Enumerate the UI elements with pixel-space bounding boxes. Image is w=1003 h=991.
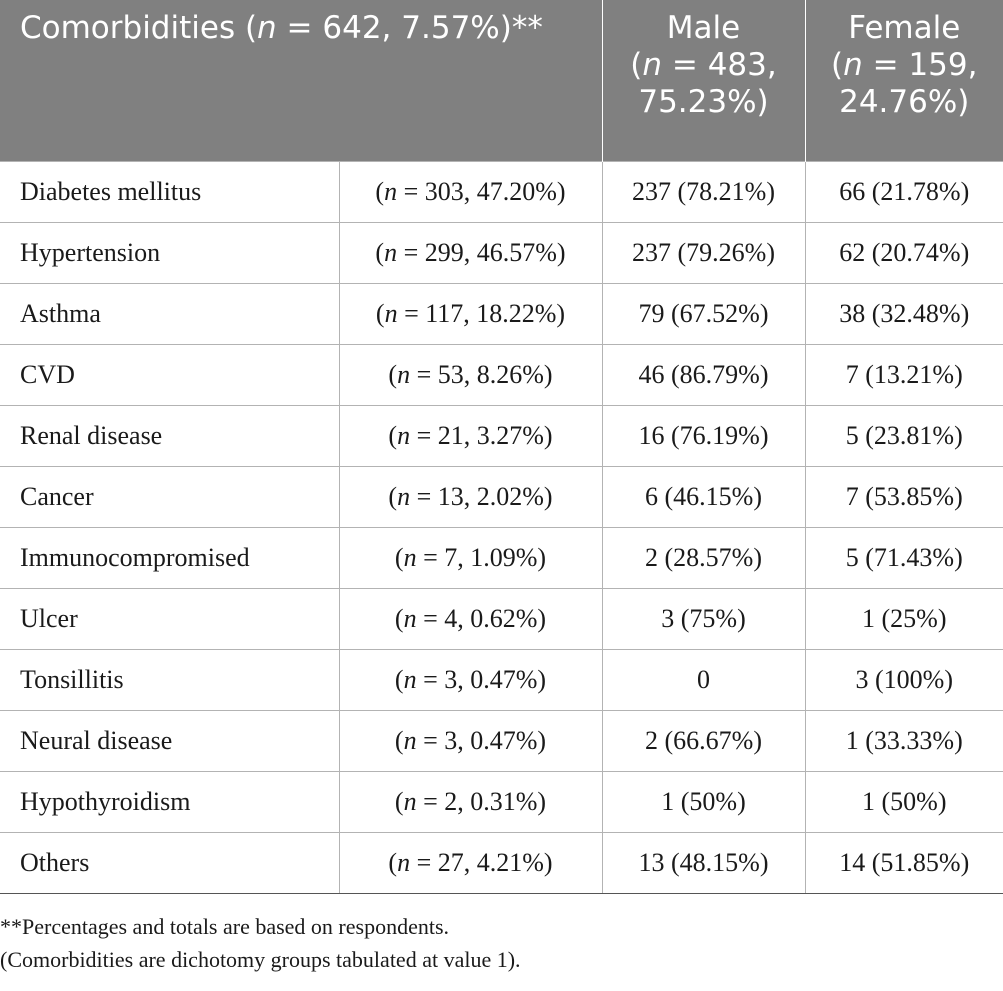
female-value: 7 (13.21%) [804,343,1003,406]
condition-name: Neural disease [0,709,340,772]
male-value: 6 (46.15%) [601,465,806,528]
condition-count: (n = 13, 2.02%) [338,465,603,528]
condition-count: (n = 53, 8.26%) [338,343,603,406]
male-value: 0 [601,648,806,711]
condition-name: CVD [0,343,340,406]
table-row: Asthma (n = 117, 18.22%) 79 (67.52%) 38 … [0,282,1003,345]
table-row: Ulcer (n = 4, 0.62%) 3 (75%) 1 (25%) [0,587,1003,650]
table-header: Comorbidities (n = 642, 7.57%)** Male (n … [0,0,1003,161]
condition-count: (n = 2, 0.31%) [338,770,603,833]
male-value: 46 (86.79%) [601,343,806,406]
female-value: 5 (23.81%) [804,404,1003,467]
table-row: Hypothyroidism (n = 2, 0.31%) 1 (50%) 1 … [0,770,1003,833]
female-value: 1 (25%) [804,587,1003,650]
table-row: Hypertension (n = 299, 46.57%) 237 (79.2… [0,221,1003,284]
table-row: Diabetes mellitus (n = 303, 47.20%) 237 … [0,160,1003,223]
condition-name: Hypertension [0,221,340,284]
condition-count: (n = 3, 0.47%) [338,709,603,772]
condition-name: Diabetes mellitus [0,160,340,223]
condition-count: (n = 7, 1.09%) [338,526,603,589]
condition-count: (n = 117, 18.22%) [338,282,603,345]
footnote-percentages: **Percentages and totals are based on re… [0,914,450,939]
condition-name: Cancer [0,465,340,528]
condition-name: Hypothyroidism [0,770,340,833]
table-row: Cancer (n = 13, 2.02%) 6 (46.15%) 7 (53.… [0,465,1003,528]
male-value: 3 (75%) [601,587,806,650]
female-value: 5 (71.43%) [804,526,1003,589]
condition-name: Others [0,831,340,894]
female-value: 7 (53.85%) [804,465,1003,528]
table-row: Neural disease (n = 3, 0.47%) 2 (66.67%)… [0,709,1003,772]
condition-count: (n = 3, 0.47%) [338,648,603,711]
condition-count: (n = 21, 3.27%) [338,404,603,467]
table-row: Tonsillitis (n = 3, 0.47%) 0 3 (100%) [0,648,1003,711]
condition-name: Immunocompromised [0,526,340,589]
male-value: 237 (78.21%) [601,160,806,223]
table-footnotes: **Percentages and totals are based on re… [0,910,521,976]
table-row: CVD (n = 53, 8.26%) 46 (86.79%) 7 (13.21… [0,343,1003,406]
table-body: Diabetes mellitus (n = 303, 47.20%) 237 … [0,160,1003,894]
male-value: 2 (66.67%) [601,709,806,772]
condition-name: Ulcer [0,587,340,650]
condition-count: (n = 4, 0.62%) [338,587,603,650]
table-row: Immunocompromised (n = 7, 1.09%) 2 (28.5… [0,526,1003,589]
male-value: 16 (76.19%) [601,404,806,467]
comorbidities-table: Comorbidities (n = 642, 7.57%)** Male (n … [0,0,1003,894]
condition-count: (n = 27, 4.21%) [338,831,603,894]
female-value: 14 (51.85%) [804,831,1003,894]
male-value: 2 (28.57%) [601,526,806,589]
female-value: 62 (20.74%) [804,221,1003,284]
condition-name: Tonsillitis [0,648,340,711]
male-value: 13 (48.15%) [601,831,806,894]
female-value: 1 (50%) [804,770,1003,833]
condition-count: (n = 303, 47.20%) [338,160,603,223]
condition-name: Asthma [0,282,340,345]
condition-count: (n = 299, 46.57%) [338,221,603,284]
header-male: Male (n = 483, 75.23%) [601,0,805,161]
female-value: 3 (100%) [804,648,1003,711]
header-comorbidities: Comorbidities (n = 642, 7.57%)** [0,0,602,161]
condition-name: Renal disease [0,404,340,467]
female-value: 1 (33.33%) [804,709,1003,772]
footnote-dichotomy: (Comorbidities are dichotomy groups tabu… [0,947,521,972]
female-value: 66 (21.78%) [804,160,1003,223]
header-female: Female (n = 159, 24.76%) [804,0,1003,161]
table-row: Others (n = 27, 4.21%) 13 (48.15%) 14 (5… [0,831,1003,894]
male-value: 1 (50%) [601,770,806,833]
female-value: 38 (32.48%) [804,282,1003,345]
male-value: 79 (67.52%) [601,282,806,345]
table-row: Renal disease (n = 21, 3.27%) 16 (76.19%… [0,404,1003,467]
male-value: 237 (79.26%) [601,221,806,284]
